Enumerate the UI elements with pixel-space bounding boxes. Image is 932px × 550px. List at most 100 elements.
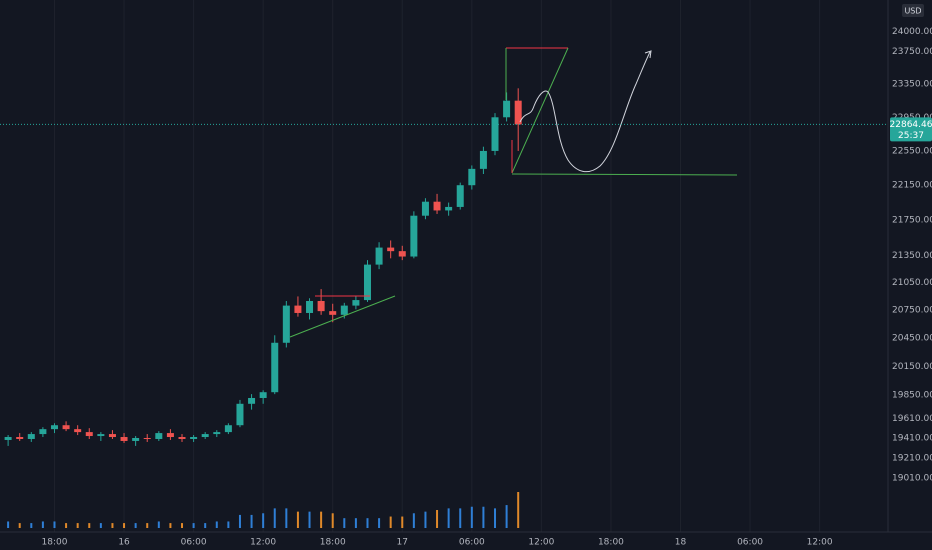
x-tick-label: 12:00 [528, 538, 554, 548]
volume-bar [7, 521, 10, 528]
volume-bar [470, 506, 473, 528]
candle-body [479, 150, 487, 169]
candle-body [503, 100, 511, 118]
y-tick-label: 19010.00 [892, 473, 932, 483]
candle-body [445, 206, 453, 211]
candle-body [143, 438, 151, 440]
volume-bar [204, 523, 207, 528]
candle-body [294, 305, 302, 313]
y-tick-label: 21750.00 [892, 216, 932, 226]
volume-bar [424, 511, 427, 528]
candle-body [236, 403, 244, 426]
countdown: 25:37 [898, 131, 924, 141]
candle-body [363, 264, 371, 301]
candle-body [317, 300, 325, 312]
x-tick-label: 18:00 [42, 538, 68, 548]
volume-bar [262, 513, 265, 528]
y-tick-label: 24000.00 [892, 27, 932, 37]
candle-body [456, 185, 464, 207]
candle-body [120, 437, 128, 441]
volume-bar [169, 523, 172, 528]
candle-body [74, 429, 82, 433]
x-tick-label: 12:00 [250, 538, 276, 548]
volume-bar [459, 508, 462, 528]
y-tick-label: 19210.00 [892, 453, 932, 463]
volume-bar [134, 523, 137, 528]
last-price: 22864.46 [890, 120, 932, 130]
drawing-line [289, 295, 396, 338]
volume-bar [320, 511, 323, 528]
candle-body [16, 437, 24, 439]
x-tick-label: 06:00 [737, 538, 763, 548]
axes: 19010.00 19210.00 19410.00 19610.00 19850.00… [42, 27, 932, 547]
candle-body [375, 247, 383, 265]
volume-bar [482, 506, 485, 528]
x-tick-label: 18:00 [598, 538, 624, 548]
candle-body [468, 168, 476, 186]
volume-bar [30, 523, 33, 528]
y-tick-label: 23750.00 [892, 47, 932, 57]
volume-bar [354, 518, 357, 528]
x-tick-label: 16 [118, 538, 130, 548]
candle-body [329, 311, 337, 315]
volume-bar [99, 523, 102, 528]
candle-body [340, 305, 348, 315]
volume-bar [123, 523, 126, 528]
drawing-line [511, 173, 738, 176]
x-tick-label: 17 [397, 538, 408, 548]
candle-body [387, 247, 395, 252]
volume-bar [389, 516, 392, 528]
volume-bar [192, 523, 195, 528]
candle-body [178, 437, 186, 439]
candle-body [259, 392, 267, 398]
drawing-line [511, 47, 569, 174]
currency: USD [904, 7, 921, 16]
price-axis [888, 0, 932, 550]
candle-body [514, 100, 522, 125]
candle-body [201, 434, 209, 438]
candle-body [433, 201, 441, 211]
candle-body [166, 433, 174, 438]
volume-bar [412, 513, 415, 528]
candle-body [50, 425, 58, 430]
candle-body [62, 425, 70, 430]
candle-body [410, 215, 418, 257]
volume-bar [41, 521, 44, 528]
volume-bar [88, 523, 91, 528]
candle-body [155, 433, 163, 439]
y-tick-label: 22150.00 [892, 181, 932, 191]
candle-body [108, 434, 116, 438]
candle-body [39, 429, 47, 435]
currency-badge [902, 4, 924, 17]
drawings [289, 47, 738, 338]
volume-bar [273, 508, 276, 528]
volume-bar [53, 521, 56, 528]
volume-bar [401, 516, 404, 528]
candle-body [27, 434, 35, 439]
x-tick-label: 18:00 [320, 538, 346, 548]
volume-bar [238, 514, 241, 528]
y-tick-label: 20150.00 [892, 362, 932, 372]
volume-bar [111, 523, 114, 528]
candle-body [190, 437, 198, 439]
volume-bar [215, 521, 218, 528]
volume-bar [157, 521, 160, 528]
x-tick-label: 06:00 [459, 538, 485, 548]
y-tick-label: 23350.00 [892, 80, 932, 90]
candle-body [213, 432, 221, 435]
candle-body [248, 397, 256, 404]
candle-body [224, 425, 232, 433]
candle-body [85, 432, 93, 437]
candle-body [271, 342, 279, 393]
volume-bar [505, 505, 508, 528]
y-tick-label: 19410.00 [892, 434, 932, 444]
volume-bar [65, 523, 68, 528]
y-tick-label: 19850.00 [892, 391, 932, 401]
drawing-curve [519, 50, 652, 173]
candle-body [132, 438, 140, 441]
y-tick-label: 22550.00 [892, 146, 932, 156]
candle-body [306, 300, 314, 313]
volume-bar [227, 521, 230, 528]
